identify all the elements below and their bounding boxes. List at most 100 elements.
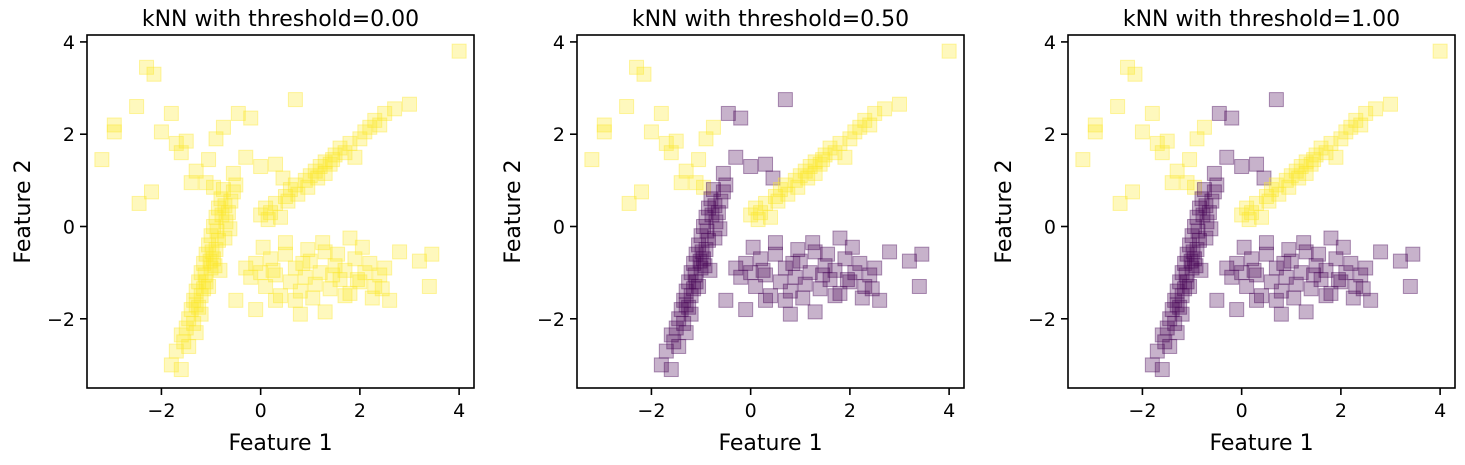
data-point	[681, 274, 697, 290]
data-point	[755, 262, 771, 278]
data-point	[1271, 186, 1287, 202]
y-tick-label: −2	[1028, 309, 1056, 331]
data-point	[844, 239, 860, 255]
data-point	[663, 327, 679, 343]
data-point	[129, 99, 145, 115]
data-point	[1169, 297, 1185, 313]
data-point	[287, 177, 303, 193]
data-point	[1169, 163, 1185, 179]
data-point	[337, 145, 353, 161]
data-point	[287, 260, 303, 276]
points-group	[1075, 43, 1448, 378]
data-point	[770, 193, 786, 209]
data-point	[1283, 253, 1299, 269]
data-point	[332, 272, 348, 288]
data-point	[186, 292, 202, 308]
data-point	[144, 184, 159, 200]
data-point	[1190, 223, 1206, 239]
data-point	[1120, 59, 1136, 75]
data-point	[686, 281, 702, 297]
data-point	[758, 292, 774, 308]
chart-title: kNN with threshold=0.50	[632, 7, 909, 32]
data-point	[1241, 212, 1257, 228]
data-point	[832, 285, 848, 301]
data-point	[377, 260, 393, 276]
data-point	[198, 175, 214, 191]
data-point	[1167, 315, 1183, 331]
data-point	[658, 343, 674, 359]
data-point	[1353, 267, 1369, 283]
data-point	[1164, 175, 1180, 191]
data-point	[263, 205, 279, 221]
data-point	[275, 170, 291, 186]
data-point	[1144, 357, 1160, 373]
data-point	[411, 253, 427, 269]
data-point	[653, 357, 669, 373]
data-point	[790, 179, 806, 195]
data-point	[1313, 272, 1329, 288]
data-point	[268, 292, 284, 308]
data-point	[1263, 274, 1279, 290]
data-point	[201, 152, 217, 168]
y-tick-label: 4	[1044, 32, 1056, 54]
plot-frame	[86, 34, 475, 389]
data-point	[694, 244, 710, 260]
data-point	[688, 274, 704, 290]
data-point	[1281, 242, 1297, 258]
data-point	[1276, 255, 1292, 271]
data-point	[163, 357, 179, 373]
data-point	[1184, 260, 1200, 276]
data-point	[1134, 124, 1150, 140]
data-point	[1306, 267, 1322, 283]
data-point	[743, 265, 759, 281]
data-point	[1149, 343, 1165, 359]
data-point	[225, 165, 241, 181]
data-point	[317, 154, 333, 170]
data-point	[1402, 278, 1418, 294]
data-point	[1182, 237, 1198, 253]
data-point	[807, 244, 823, 260]
data-point	[1258, 246, 1274, 262]
data-point	[1254, 288, 1269, 304]
data-point	[191, 299, 207, 315]
data-point	[1169, 283, 1185, 299]
data-point	[367, 278, 383, 294]
data-point	[1196, 182, 1212, 198]
x-tick-label: 4	[1434, 400, 1446, 422]
scatter-panel-3: −2 −2 0 0 2 2 4 4 kNN with threshold=1.00 Feature…	[992, 7, 1456, 456]
data-point	[207, 258, 223, 274]
data-point	[1306, 152, 1322, 168]
data-point	[663, 145, 679, 161]
data-point	[230, 105, 246, 121]
data-point	[710, 205, 726, 221]
x-tick-label: 4	[943, 400, 955, 422]
data-point	[210, 232, 226, 248]
data-point	[1209, 177, 1225, 193]
data-point	[1125, 184, 1140, 200]
data-point	[772, 274, 788, 290]
data-point	[372, 267, 388, 283]
data-point	[1149, 135, 1165, 151]
data-point	[1211, 105, 1227, 121]
data-point	[1191, 200, 1207, 216]
data-point	[342, 285, 358, 301]
data-point	[700, 232, 716, 248]
x-tick-label: 0	[745, 400, 757, 422]
data-point	[1224, 269, 1240, 285]
data-point	[852, 119, 868, 135]
data-point	[852, 255, 868, 271]
data-point	[106, 117, 122, 133]
data-point	[877, 101, 893, 117]
data-point	[282, 274, 298, 290]
data-point	[718, 177, 734, 193]
data-point	[745, 239, 761, 255]
data-point	[718, 292, 734, 308]
data-point	[815, 267, 831, 283]
data-point	[302, 253, 318, 269]
y-tick-label: 0	[1044, 216, 1056, 238]
data-point	[715, 184, 731, 200]
data-point	[715, 165, 731, 181]
data-point	[312, 159, 328, 175]
data-point	[1172, 274, 1188, 290]
